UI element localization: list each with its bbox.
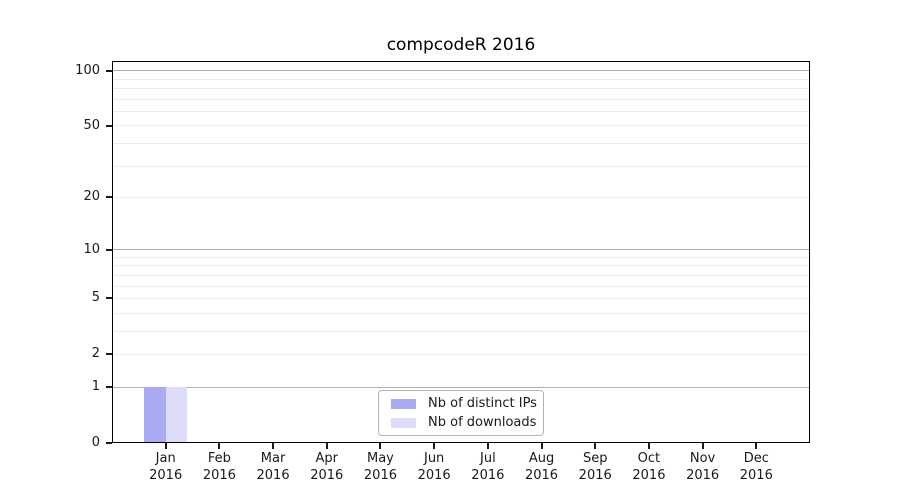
x-tick [433,443,436,449]
x-tick-month: Feb [207,451,231,466]
decade-gridline [112,249,810,251]
x-tick [379,443,382,449]
bar-nb-of-distinct-ips [144,387,166,443]
y-tick [106,248,112,251]
chart-title: compcodeR 2016 [386,35,536,55]
x-tick-label: Feb 2016 [187,450,251,484]
x-tick-month: Nov [689,451,716,466]
x-tick-label: Mar 2016 [241,450,305,484]
x-tick-month: Oct [637,451,661,466]
x-tick [701,443,704,449]
legend-row: Nb of downloads [391,415,537,430]
x-tick-year: 2016 [417,468,451,483]
legend-swatch-icon [391,417,416,428]
bar-nb-of-downloads [165,387,188,443]
minor-gridline [112,265,810,267]
minor-gridline [112,125,810,127]
y-tick-label: 2 [91,346,100,362]
x-tick-year: 2016 [739,468,773,483]
x-tick-label: Oct 2016 [617,450,681,484]
minor-gridline [112,196,810,198]
minor-gridline [112,78,810,80]
x-tick [218,443,221,449]
x-tick [272,443,275,449]
minor-gridline [112,330,810,332]
decade-gridline [112,70,810,72]
y-tick-label: 10 [83,241,100,257]
y-tick [106,442,112,444]
minor-gridline [112,274,810,276]
x-tick-year: 2016 [202,468,236,483]
x-tick [486,443,489,449]
minor-gridline [112,353,810,355]
x-tick-month: May [367,451,394,466]
x-tick-label: Jun 2016 [402,450,466,484]
x-tick-label: Sep 2016 [563,450,627,484]
x-tick-label: May 2016 [348,450,412,484]
x-tick-month: Aug [528,451,555,466]
x-tick-year: 2016 [149,468,183,483]
x-tick [755,443,758,449]
y-tick [106,196,112,199]
x-tick [594,443,597,449]
x-tick [325,443,328,449]
x-tick-year: 2016 [471,468,505,483]
legend-swatch-icon [391,398,416,409]
y-tick [106,124,112,127]
x-tick-month: Sep [582,451,608,466]
x-tick [540,443,543,449]
x-tick-label: Nov 2016 [671,450,735,484]
minor-gridline [112,98,810,100]
minor-gridline [112,110,810,112]
x-tick [647,443,650,449]
minor-gridline [112,312,810,314]
y-tick-label: 0 [91,435,100,450]
legend-row: Nb of distinct IPs [391,396,537,411]
minor-gridline [112,285,810,287]
legend: Nb of distinct IPs Nb of downloads [378,390,544,436]
x-tick-month: Mar [260,451,286,466]
y-tick [106,386,112,389]
x-tick-year: 2016 [524,468,559,483]
x-tick [164,443,167,449]
y-tick [106,69,112,72]
x-tick-year: 2016 [632,468,666,483]
y-tick-label: 5 [91,290,100,306]
minor-gridline [112,165,810,167]
x-tick-month: Jan [155,451,176,466]
x-tick-label: Jul 2016 [456,450,520,484]
x-tick-month: Dec [743,451,769,466]
minor-gridline [112,88,810,90]
x-tick-label: Aug 2016 [510,450,574,484]
x-tick-label: Dec 2016 [724,450,788,484]
x-tick-year: 2016 [578,468,612,483]
y-tick-label: 50 [83,117,100,133]
y-tick-label: 1 [91,379,100,395]
x-tick-year: 2016 [310,468,344,483]
decade-gridline [112,386,810,388]
x-tick-label: Jan 2016 [134,450,198,484]
x-tick-month: Jul [480,451,496,466]
minor-gridline [112,297,810,299]
x-tick-year: 2016 [363,468,397,483]
minor-gridline [112,256,810,258]
x-tick-month: Apr [315,451,339,466]
y-tick-label: 20 [83,189,100,205]
x-tick-month: Jun [423,451,445,466]
legend-label: Nb of distinct IPs [428,396,537,411]
x-tick-year: 2016 [686,468,720,483]
x-tick-year: 2016 [256,468,290,483]
minor-gridline [112,142,810,144]
y-tick [106,353,112,356]
legend-label: Nb of downloads [428,415,537,430]
y-tick-label: 100 [75,62,100,78]
y-tick [106,297,112,300]
x-tick-label: Apr 2016 [295,450,359,484]
